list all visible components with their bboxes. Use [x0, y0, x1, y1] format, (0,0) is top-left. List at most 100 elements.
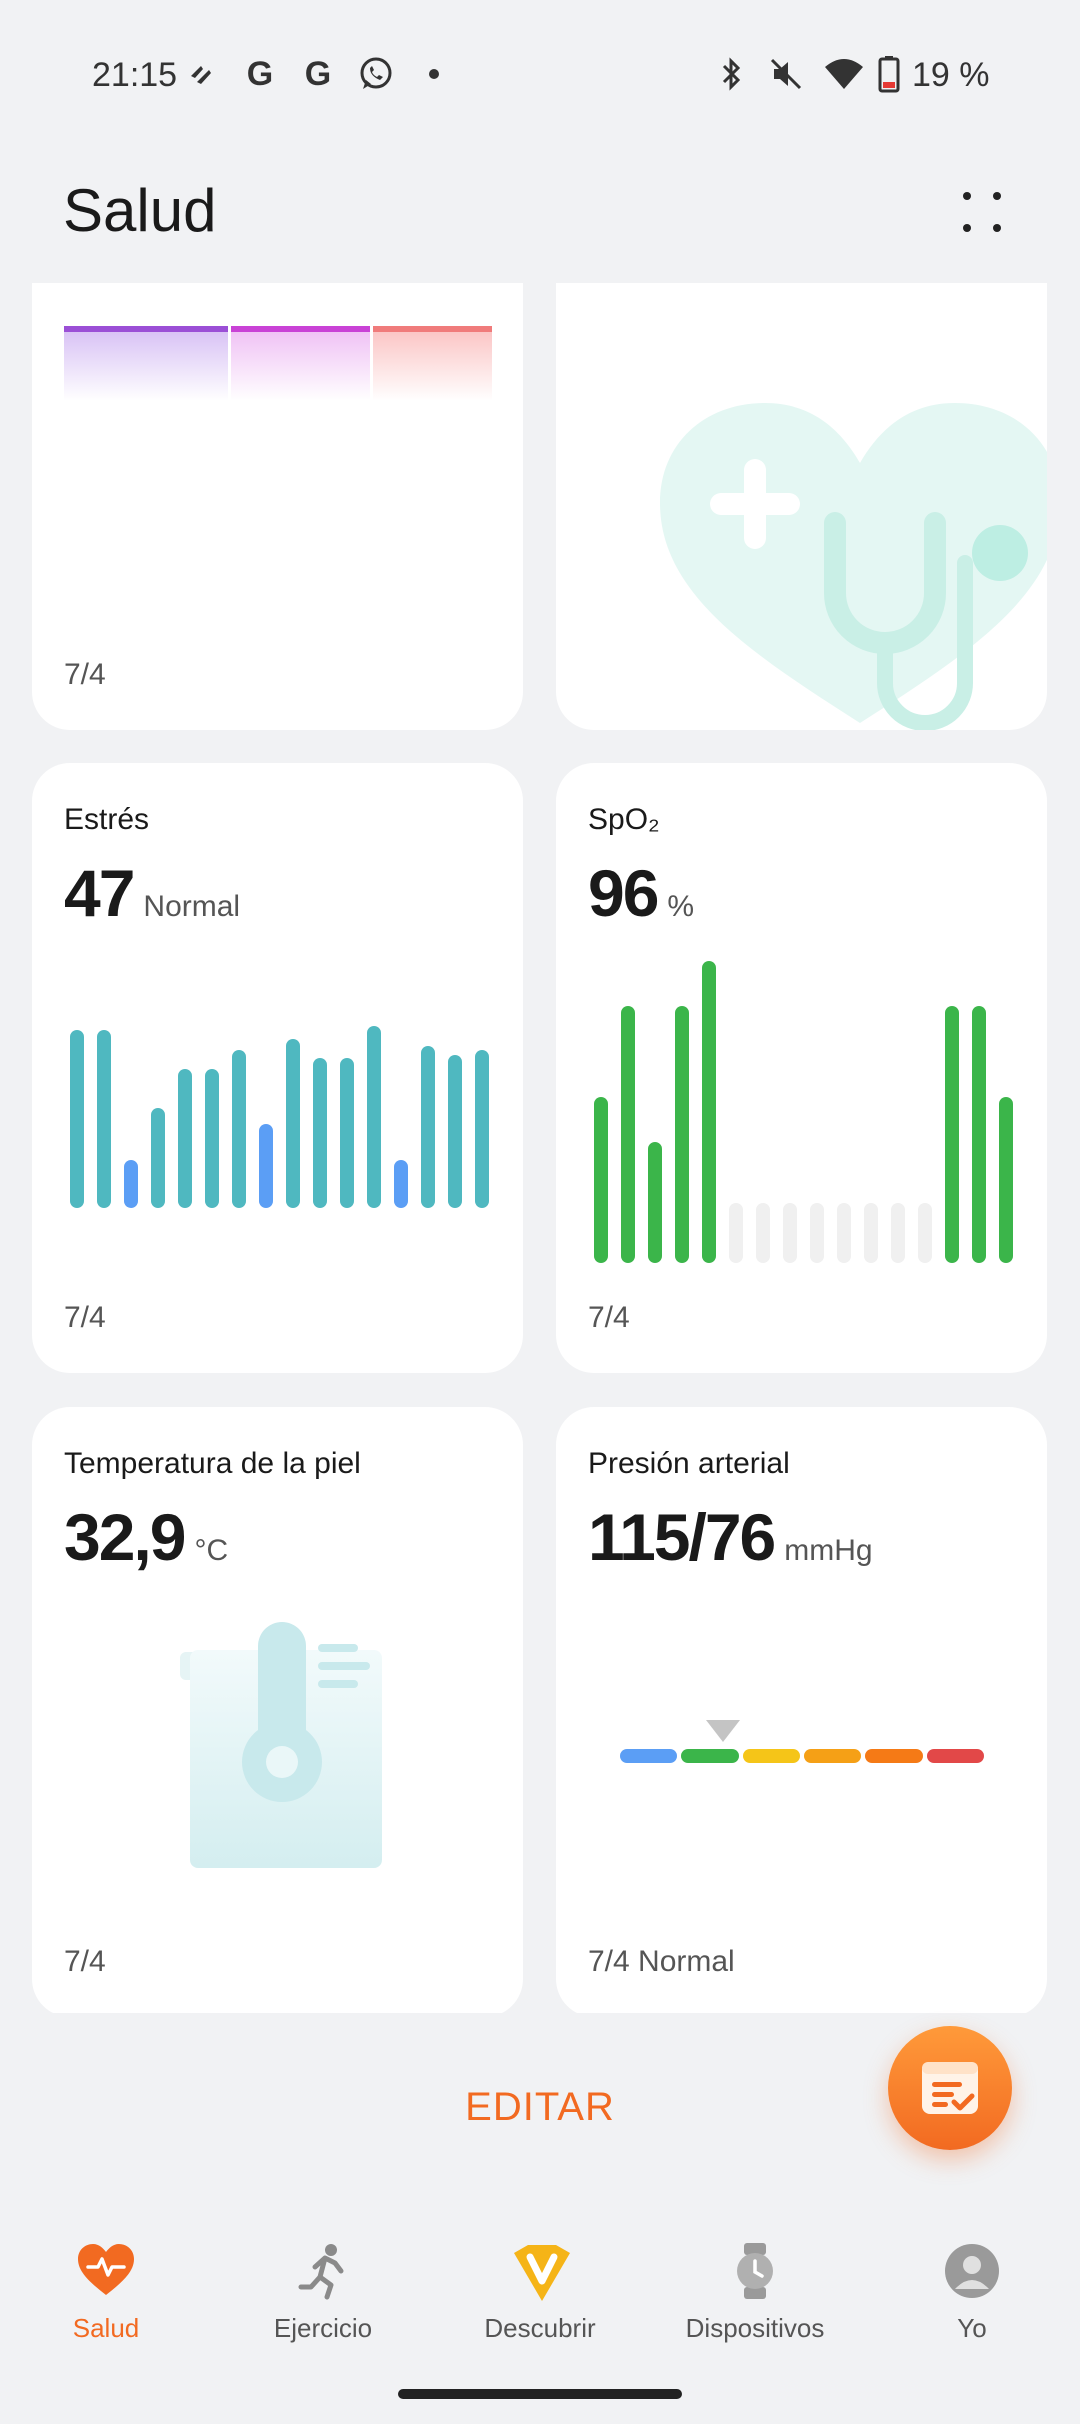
- bp-indicator-icon: [706, 1720, 740, 1742]
- running-icon: [293, 2241, 353, 2301]
- stress-card[interactable]: Estrés 47 Normal 7/4: [32, 763, 523, 1373]
- chart-bar: [394, 1160, 408, 1208]
- chart-bar: [594, 1097, 608, 1263]
- chart-bar: [448, 1055, 462, 1208]
- chart-bar: [756, 1203, 770, 1263]
- chart-bar: [702, 961, 716, 1263]
- nav-item-yo[interactable]: Yo: [872, 2241, 1072, 2344]
- heart-stethoscope-icon: [660, 403, 1047, 730]
- heart-icon: [76, 2241, 136, 2301]
- card-value: 32,9 °C: [64, 1499, 228, 1575]
- status-bar: 21:15 G G 19 %: [0, 0, 1080, 150]
- chart-bar: [918, 1203, 932, 1263]
- card-value: 96%: [588, 855, 694, 931]
- card-date: 7/4: [64, 1301, 106, 1334]
- discover-v-icon: [510, 2241, 570, 2301]
- card-date: 7/4: [64, 1945, 106, 1978]
- chart-bar: [729, 1203, 743, 1263]
- status-time: 21:15: [92, 56, 178, 94]
- bp-scale-segment: [926, 1749, 984, 1763]
- nav-item-ejercicio[interactable]: Ejercicio: [223, 2241, 423, 2344]
- chart-bar: [999, 1097, 1013, 1263]
- chart-bar: [810, 1203, 824, 1263]
- card-label: Temperatura de la piel: [64, 1447, 361, 1480]
- chart-bar: [124, 1160, 138, 1208]
- nav-item-dispositivos[interactable]: Dispositivos: [655, 2241, 855, 2344]
- chart-bar: [783, 1203, 797, 1263]
- google-icon-2: G: [304, 54, 332, 93]
- chart-bar: [837, 1203, 851, 1263]
- chart-bar: [97, 1030, 111, 1208]
- wifi-icon: [822, 54, 866, 94]
- health-record-fab[interactable]: [888, 2026, 1012, 2150]
- chart-bar: [621, 1006, 635, 1263]
- chart-bar: [421, 1046, 435, 1208]
- sleep-card[interactable]: 7/4: [32, 283, 523, 730]
- bp-scale: [620, 1749, 984, 1763]
- card-label: SpO₂: [588, 803, 660, 836]
- thermometer-icon: [180, 1622, 382, 1868]
- spo2-card[interactable]: SpO₂ 96% 7/4: [556, 763, 1047, 1373]
- skin-temp-value: 32,9: [64, 1500, 186, 1574]
- chart-bar: [972, 1006, 986, 1263]
- notification-dot-icon: [426, 54, 442, 94]
- bp-unit: mmHg: [784, 1534, 873, 1567]
- card-date: 7/4 Normal: [588, 1945, 735, 1978]
- chart-bar: [367, 1026, 381, 1208]
- nav-item-salud[interactable]: Salud: [6, 2241, 206, 2344]
- stress-chart: [70, 1008, 490, 1208]
- chart-bar: [286, 1039, 300, 1208]
- bp-scale-segment: [865, 1749, 923, 1763]
- skin-temp-unit: °C: [194, 1534, 229, 1567]
- card-value: 47 Normal: [64, 855, 240, 931]
- chart-bar: [945, 1006, 959, 1263]
- card-label: Presión arterial: [588, 1447, 790, 1480]
- chart-bar: [259, 1124, 273, 1208]
- skin-temperature-card[interactable]: Temperatura de la piel 32,9 °C 7/4: [32, 1407, 523, 2013]
- checklist-icon: [922, 2062, 978, 2114]
- chart-bar: [340, 1058, 354, 1208]
- bp-scale-segment: [620, 1749, 678, 1763]
- nav-label: Yo: [957, 2313, 987, 2343]
- bp-value: 115/76: [588, 1500, 776, 1574]
- home-indicator[interactable]: [398, 2389, 682, 2399]
- health-check-card[interactable]: [556, 283, 1047, 730]
- bottom-nav: Salud Ejercicio Descubrir Dispositivos Y…: [0, 2215, 1080, 2355]
- nav-label: Descubrir: [484, 2313, 596, 2343]
- chart-bar: [864, 1203, 878, 1263]
- bluetooth-icon: [714, 54, 750, 94]
- bp-scale-segment: [803, 1749, 862, 1763]
- edit-button[interactable]: EDITAR: [465, 2085, 615, 2129]
- google-icon: G: [246, 54, 274, 93]
- chart-bar: [178, 1069, 192, 1208]
- chart-bar: [151, 1108, 165, 1208]
- chart-bar: [70, 1030, 84, 1208]
- cards-viewport: 7/4 Estrés 47 Normal 7/4 SpO₂ 96% 7: [0, 283, 1080, 2013]
- chart-bar: [205, 1069, 219, 1208]
- signal-boost-icon: [186, 54, 216, 94]
- nav-item-descubrir[interactable]: Descubrir: [440, 2241, 640, 2344]
- chart-bar: [675, 1006, 689, 1263]
- more-options-icon[interactable]: [955, 186, 1011, 242]
- chart-bar: [891, 1203, 905, 1263]
- sleep-stage-strip: [64, 326, 492, 401]
- battery-level: 19 %: [912, 56, 990, 94]
- stress-status: Normal: [143, 890, 241, 923]
- nav-label: Ejercicio: [273, 2313, 373, 2343]
- page-title: Salud: [63, 177, 217, 244]
- card-date: 7/4: [64, 658, 106, 691]
- whatsapp-icon: [354, 54, 398, 94]
- spo2-value: 96: [588, 856, 659, 930]
- spo2-chart: [594, 958, 1014, 1263]
- mute-icon: [766, 54, 806, 94]
- bp-scale-segment: [681, 1749, 739, 1763]
- chart-bar: [475, 1050, 489, 1208]
- nav-label: Dispositivos: [685, 2313, 825, 2343]
- chart-bar: [232, 1050, 246, 1208]
- spo2-unit: %: [667, 890, 695, 923]
- watch-icon: [725, 2241, 785, 2301]
- card-value: 115/76 mmHg: [588, 1499, 873, 1575]
- stress-value: 47: [64, 856, 135, 930]
- card-label: Estrés: [64, 803, 150, 836]
- blood-pressure-card[interactable]: Presión arterial 115/76 mmHg 7/4 Normal: [556, 1407, 1047, 2013]
